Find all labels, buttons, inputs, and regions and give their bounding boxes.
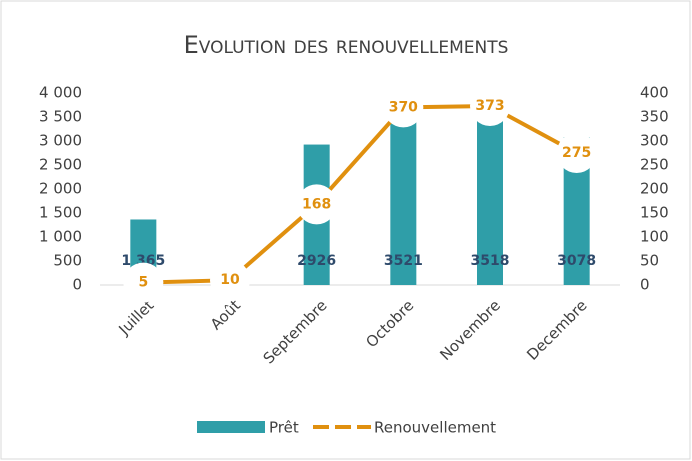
y-tick-label: 4 000 — [39, 84, 82, 102]
line-label: 168 — [302, 196, 331, 212]
bar-label: 3078 — [557, 253, 596, 269]
legend-label: Prêt — [269, 419, 299, 437]
line-label-bg — [556, 133, 597, 173]
bar-label: 3521 — [384, 253, 423, 269]
y2-tick-label: 50 — [640, 252, 659, 270]
legend-swatch — [197, 421, 265, 433]
y-tick-label: 2 000 — [39, 180, 82, 198]
y-tick-label: 3 500 — [39, 108, 82, 126]
line-label: 275 — [562, 145, 591, 161]
y-tick-label: 3 000 — [39, 132, 82, 150]
y2-tick-label: 200 — [640, 180, 669, 198]
y2-tick-label: 300 — [640, 132, 669, 150]
line-label: 370 — [389, 99, 418, 115]
y2-tick-label: 250 — [640, 156, 669, 174]
y-tick-label: 1 000 — [39, 228, 82, 246]
y-tick-label: 1 500 — [39, 204, 82, 222]
y-tick-label: 500 — [53, 252, 82, 270]
line-label-bg — [470, 85, 510, 126]
line-label-bg — [123, 262, 164, 303]
line-label-bg — [383, 87, 424, 128]
y2-tick-label: 0 — [640, 276, 650, 294]
line-label: 10 — [220, 272, 240, 288]
y2-tick-label: 100 — [640, 228, 669, 246]
bar-label: 2926 — [297, 253, 336, 269]
y2-tick-label: 150 — [640, 204, 669, 222]
line-label: 373 — [475, 98, 504, 114]
chart-title: Evolution des renouvellements — [184, 31, 509, 59]
bar-label: 3518 — [471, 253, 510, 269]
line-label-bg — [210, 260, 250, 301]
y2-tick-label: 350 — [640, 108, 669, 126]
y-tick-label: 2 500 — [39, 156, 82, 174]
bar — [390, 115, 417, 285]
bar — [477, 116, 503, 285]
legend-label: Renouvellement — [374, 419, 496, 437]
y2-tick-label: 400 — [640, 84, 669, 102]
bar-label: 1 365 — [121, 253, 165, 269]
line-label-bg — [296, 184, 337, 225]
y-tick-label: 0 — [72, 276, 82, 294]
line-label: 5 — [138, 275, 148, 291]
